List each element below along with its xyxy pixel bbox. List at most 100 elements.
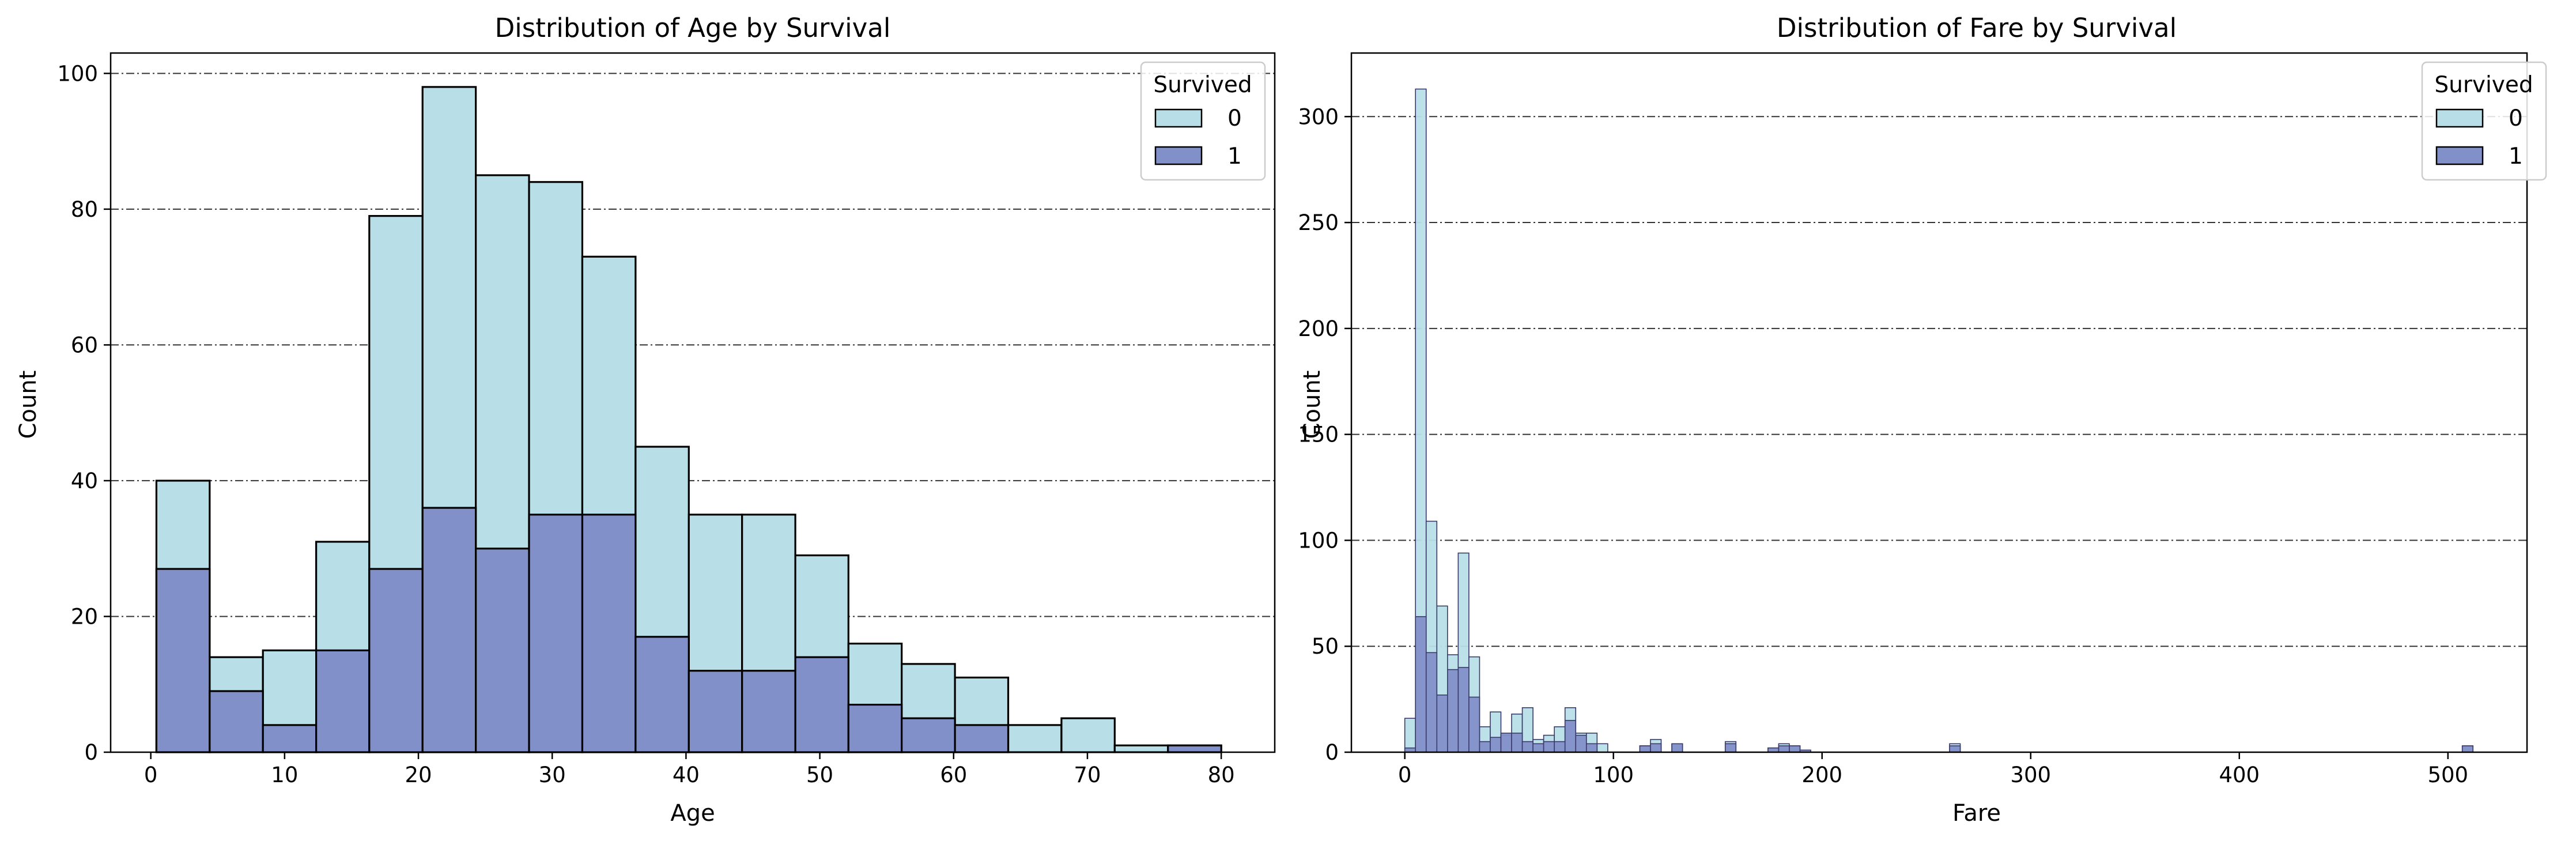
x-tick-label: 200: [1801, 763, 1842, 787]
age-chart-bars: [155, 86, 1222, 753]
bar-survived-1: [1425, 652, 1438, 753]
bar-survived-0: [1007, 724, 1063, 753]
x-tick-label: 80: [1208, 763, 1235, 787]
bar-survived-1: [1447, 669, 1459, 753]
age-chart-legend: Survived 0 1: [1140, 61, 1266, 181]
bar-survived-1: [315, 649, 371, 753]
fare-chart-legend: Survived 0 1: [2421, 61, 2547, 181]
x-tick-label: 10: [271, 763, 298, 787]
legend-label-1: 1: [1227, 144, 1242, 169]
legend-swatch-0: [1154, 108, 1203, 128]
x-tick-label: 30: [539, 763, 566, 787]
bar-survived-1: [209, 690, 264, 753]
bar-survived-1: [421, 507, 477, 753]
age-chart: Distribution of Age by Survival Age Coun…: [15, 13, 1276, 827]
legend-swatch-0: [2435, 108, 2484, 128]
x-tick-label: 50: [806, 763, 833, 787]
bar-survived-1: [1650, 743, 1662, 753]
y-tick-label: 100: [1298, 528, 1339, 553]
bar-survived-1: [1778, 745, 1790, 753]
bar-survived-1: [847, 703, 903, 753]
bar-survived-1: [1585, 743, 1598, 753]
fare-chart-xlabel: Fare: [1952, 800, 2001, 827]
bar-survived-0: [1113, 744, 1169, 753]
y-tick-label: 50: [1312, 634, 1339, 659]
y-tick-label: 200: [1298, 316, 1339, 341]
bar-survived-1: [1724, 743, 1737, 753]
age-chart-ticks: 0 10 20 30 40 50 60 70 80 0 20 40 60 80 100: [57, 61, 1234, 787]
x-tick-label: 100: [1593, 763, 1634, 787]
fare-chart: Distribution of Fare by Survival Fare Co…: [1298, 13, 2547, 827]
bar-survived-1: [475, 548, 530, 753]
y-tick-label: 0: [1325, 740, 1339, 765]
age-chart-xlabel: Age: [670, 800, 715, 827]
bar-survived-1: [1436, 694, 1448, 753]
fare-chart-ticks: 0 100 200 300 400 500 0 50 100 150 200 250 300: [1298, 104, 2468, 787]
fare-chart-bars: [1404, 88, 2474, 753]
bar-survived-1: [1639, 745, 1651, 753]
bar-survived-1: [1468, 696, 1480, 753]
legend-title: Survived: [1153, 72, 1252, 98]
bar-survived-1: [368, 568, 424, 753]
bar-survived-0: [1404, 718, 1417, 753]
age-chart-title: Distribution of Age by Survival: [495, 13, 891, 43]
y-tick-label: 0: [84, 740, 98, 765]
bar-survived-1: [1521, 741, 1533, 753]
age-chart-ylabel: Count: [15, 371, 41, 439]
bar-survived-1: [528, 514, 584, 753]
bar-survived-1: [1479, 741, 1491, 753]
bar-survived-1: [688, 670, 743, 753]
y-tick-label: 250: [1298, 210, 1339, 235]
bar-survived-1: [1789, 745, 1801, 753]
bar-survived-1: [2461, 745, 2474, 753]
bar-survived-1: [581, 514, 637, 753]
bar-survived-1: [1167, 744, 1222, 753]
bar-survived-1: [1490, 737, 1502, 753]
y-tick-label: 300: [1298, 104, 1339, 129]
bar-survived-1: [1511, 733, 1523, 753]
legend-title: Survived: [2434, 72, 2533, 98]
x-tick-label: 0: [1398, 763, 1412, 787]
x-tick-label: 40: [673, 763, 700, 787]
bar-survived-0: [1060, 717, 1116, 753]
bar-survived-1: [954, 724, 1010, 753]
bar-survived-1: [901, 717, 956, 753]
bar-survived-1: [1500, 733, 1512, 753]
x-tick-label: 300: [2010, 763, 2051, 787]
fare-chart-frame: [1350, 52, 2528, 753]
bar-survived-1: [1564, 720, 1577, 753]
bar-survived-1: [1532, 743, 1544, 753]
bar-survived-1: [1543, 741, 1555, 753]
bar-survived-1: [634, 636, 690, 753]
bar-survived-1: [155, 568, 211, 753]
y-tick-label: 60: [71, 333, 98, 357]
x-tick-label: 0: [144, 763, 158, 787]
x-tick-label: 60: [940, 763, 967, 787]
age-chart-frame: [109, 52, 1276, 753]
legend-label-1: 1: [2509, 144, 2523, 169]
bar-survived-1: [1575, 734, 1587, 753]
bar-survived-0: [1596, 743, 1608, 753]
y-tick-label: 100: [57, 61, 98, 86]
bar-survived-1: [1671, 743, 1683, 753]
x-tick-label: 20: [405, 763, 432, 787]
legend-swatch-1: [2435, 146, 2484, 165]
fare-chart-ylabel: Count: [1299, 371, 1325, 439]
fare-chart-title: Distribution of Fare by Survival: [1777, 13, 2177, 43]
bar-survived-1: [262, 724, 318, 753]
y-tick-label: 150: [1298, 423, 1339, 447]
y-tick-label: 80: [71, 197, 98, 222]
y-tick-label: 40: [71, 469, 98, 493]
fare-chart-gridlines: [1351, 116, 2527, 647]
bar-survived-1: [1415, 616, 1427, 753]
x-tick-label: 70: [1074, 763, 1101, 787]
x-tick-label: 500: [2427, 763, 2468, 787]
bar-survived-1: [1457, 667, 1470, 753]
bar-survived-1: [794, 656, 849, 753]
x-tick-label: 400: [2219, 763, 2260, 787]
bar-survived-1: [1554, 741, 1566, 753]
bar-survived-1: [741, 670, 796, 753]
legend-swatch-1: [1154, 146, 1203, 165]
bar-survived-1: [1949, 745, 1961, 753]
